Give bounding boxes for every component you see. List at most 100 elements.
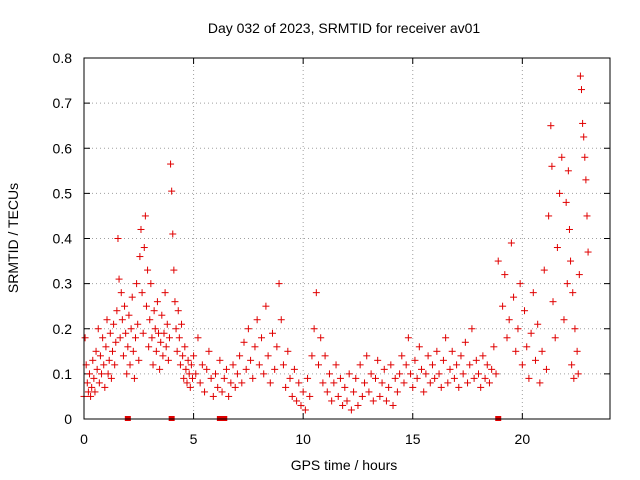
data-point [98, 370, 106, 378]
data-point [88, 383, 96, 391]
data-point [426, 379, 434, 387]
data-point [301, 406, 309, 414]
data-point [96, 352, 104, 360]
data-point [501, 271, 509, 279]
data-point [407, 370, 415, 378]
x-tick-labels: 0 5 10 15 20 [80, 431, 530, 447]
data-point [455, 383, 463, 391]
data-point [542, 365, 550, 373]
data-point [369, 397, 377, 405]
x-tick-label: 5 [190, 431, 198, 447]
data-point [91, 388, 99, 396]
data-point [459, 370, 467, 378]
data-point [148, 334, 156, 342]
x-tick-label: 15 [405, 431, 421, 447]
data-point [84, 388, 92, 396]
data-point [420, 388, 428, 396]
data-point [470, 374, 478, 382]
data-point [162, 343, 170, 351]
data-point [378, 379, 386, 387]
data-point [514, 325, 522, 333]
data-point [464, 379, 472, 387]
data-point [328, 397, 336, 405]
data-point [422, 370, 430, 378]
data-point [579, 119, 587, 127]
data-point [277, 316, 285, 324]
data-point [190, 352, 198, 360]
data-point [184, 356, 192, 364]
data-point [479, 352, 487, 360]
data-point [310, 325, 318, 333]
data-point [534, 320, 542, 328]
data-point [448, 347, 456, 355]
data-point [571, 325, 579, 333]
data-point [483, 361, 491, 369]
data-point [90, 374, 98, 382]
data-point [247, 356, 255, 364]
data-point [173, 347, 181, 355]
data-point [527, 329, 535, 337]
data-point [262, 302, 270, 310]
data-point [89, 356, 97, 364]
data-point [304, 374, 312, 382]
data-point [156, 365, 164, 373]
data-point [556, 189, 564, 197]
data-point [330, 379, 338, 387]
data-point [466, 361, 474, 369]
data-point [153, 298, 161, 306]
data-point [584, 248, 592, 256]
data-point [188, 374, 196, 382]
data-point [507, 239, 515, 247]
data-point [521, 307, 529, 315]
data-point [315, 361, 323, 369]
data-point [345, 370, 353, 378]
data-point [182, 365, 190, 373]
data-point [116, 334, 124, 342]
data-point [468, 325, 476, 333]
data-point [207, 374, 215, 382]
data-point [94, 325, 102, 333]
data-point [179, 352, 187, 360]
x-tick-label: 0 [80, 431, 88, 447]
data-point [356, 361, 364, 369]
data-point [319, 379, 327, 387]
data-point [553, 244, 561, 252]
data-point [371, 374, 379, 382]
data-point [169, 230, 177, 238]
data-point [100, 361, 108, 369]
data-point [145, 343, 153, 351]
data-point [583, 212, 591, 220]
data-point [85, 370, 93, 378]
data-point [565, 225, 573, 233]
data-point [387, 361, 395, 369]
data-point [198, 361, 206, 369]
data-point [472, 356, 480, 364]
data-point [233, 370, 241, 378]
data-point [244, 325, 252, 333]
data-point [558, 153, 566, 161]
data-point [236, 352, 244, 360]
data-point [323, 388, 331, 396]
data-point [163, 320, 171, 328]
data-point [547, 122, 555, 130]
data-point [485, 379, 493, 387]
data-point [580, 133, 588, 141]
y-tick-label: 0.4 [53, 231, 73, 247]
data-point [251, 343, 259, 351]
data-point [260, 370, 268, 378]
data-point [128, 293, 136, 301]
data-point [183, 379, 191, 387]
data-point [164, 356, 172, 364]
data-point [138, 289, 146, 297]
data-point [400, 379, 408, 387]
data-point [570, 374, 578, 382]
data-point [225, 392, 233, 400]
data-point [161, 289, 169, 297]
data-point [516, 280, 524, 288]
data-point [192, 370, 200, 378]
data-point [238, 379, 246, 387]
data-point [157, 338, 165, 346]
data-point [152, 347, 160, 355]
data-point [111, 361, 119, 369]
